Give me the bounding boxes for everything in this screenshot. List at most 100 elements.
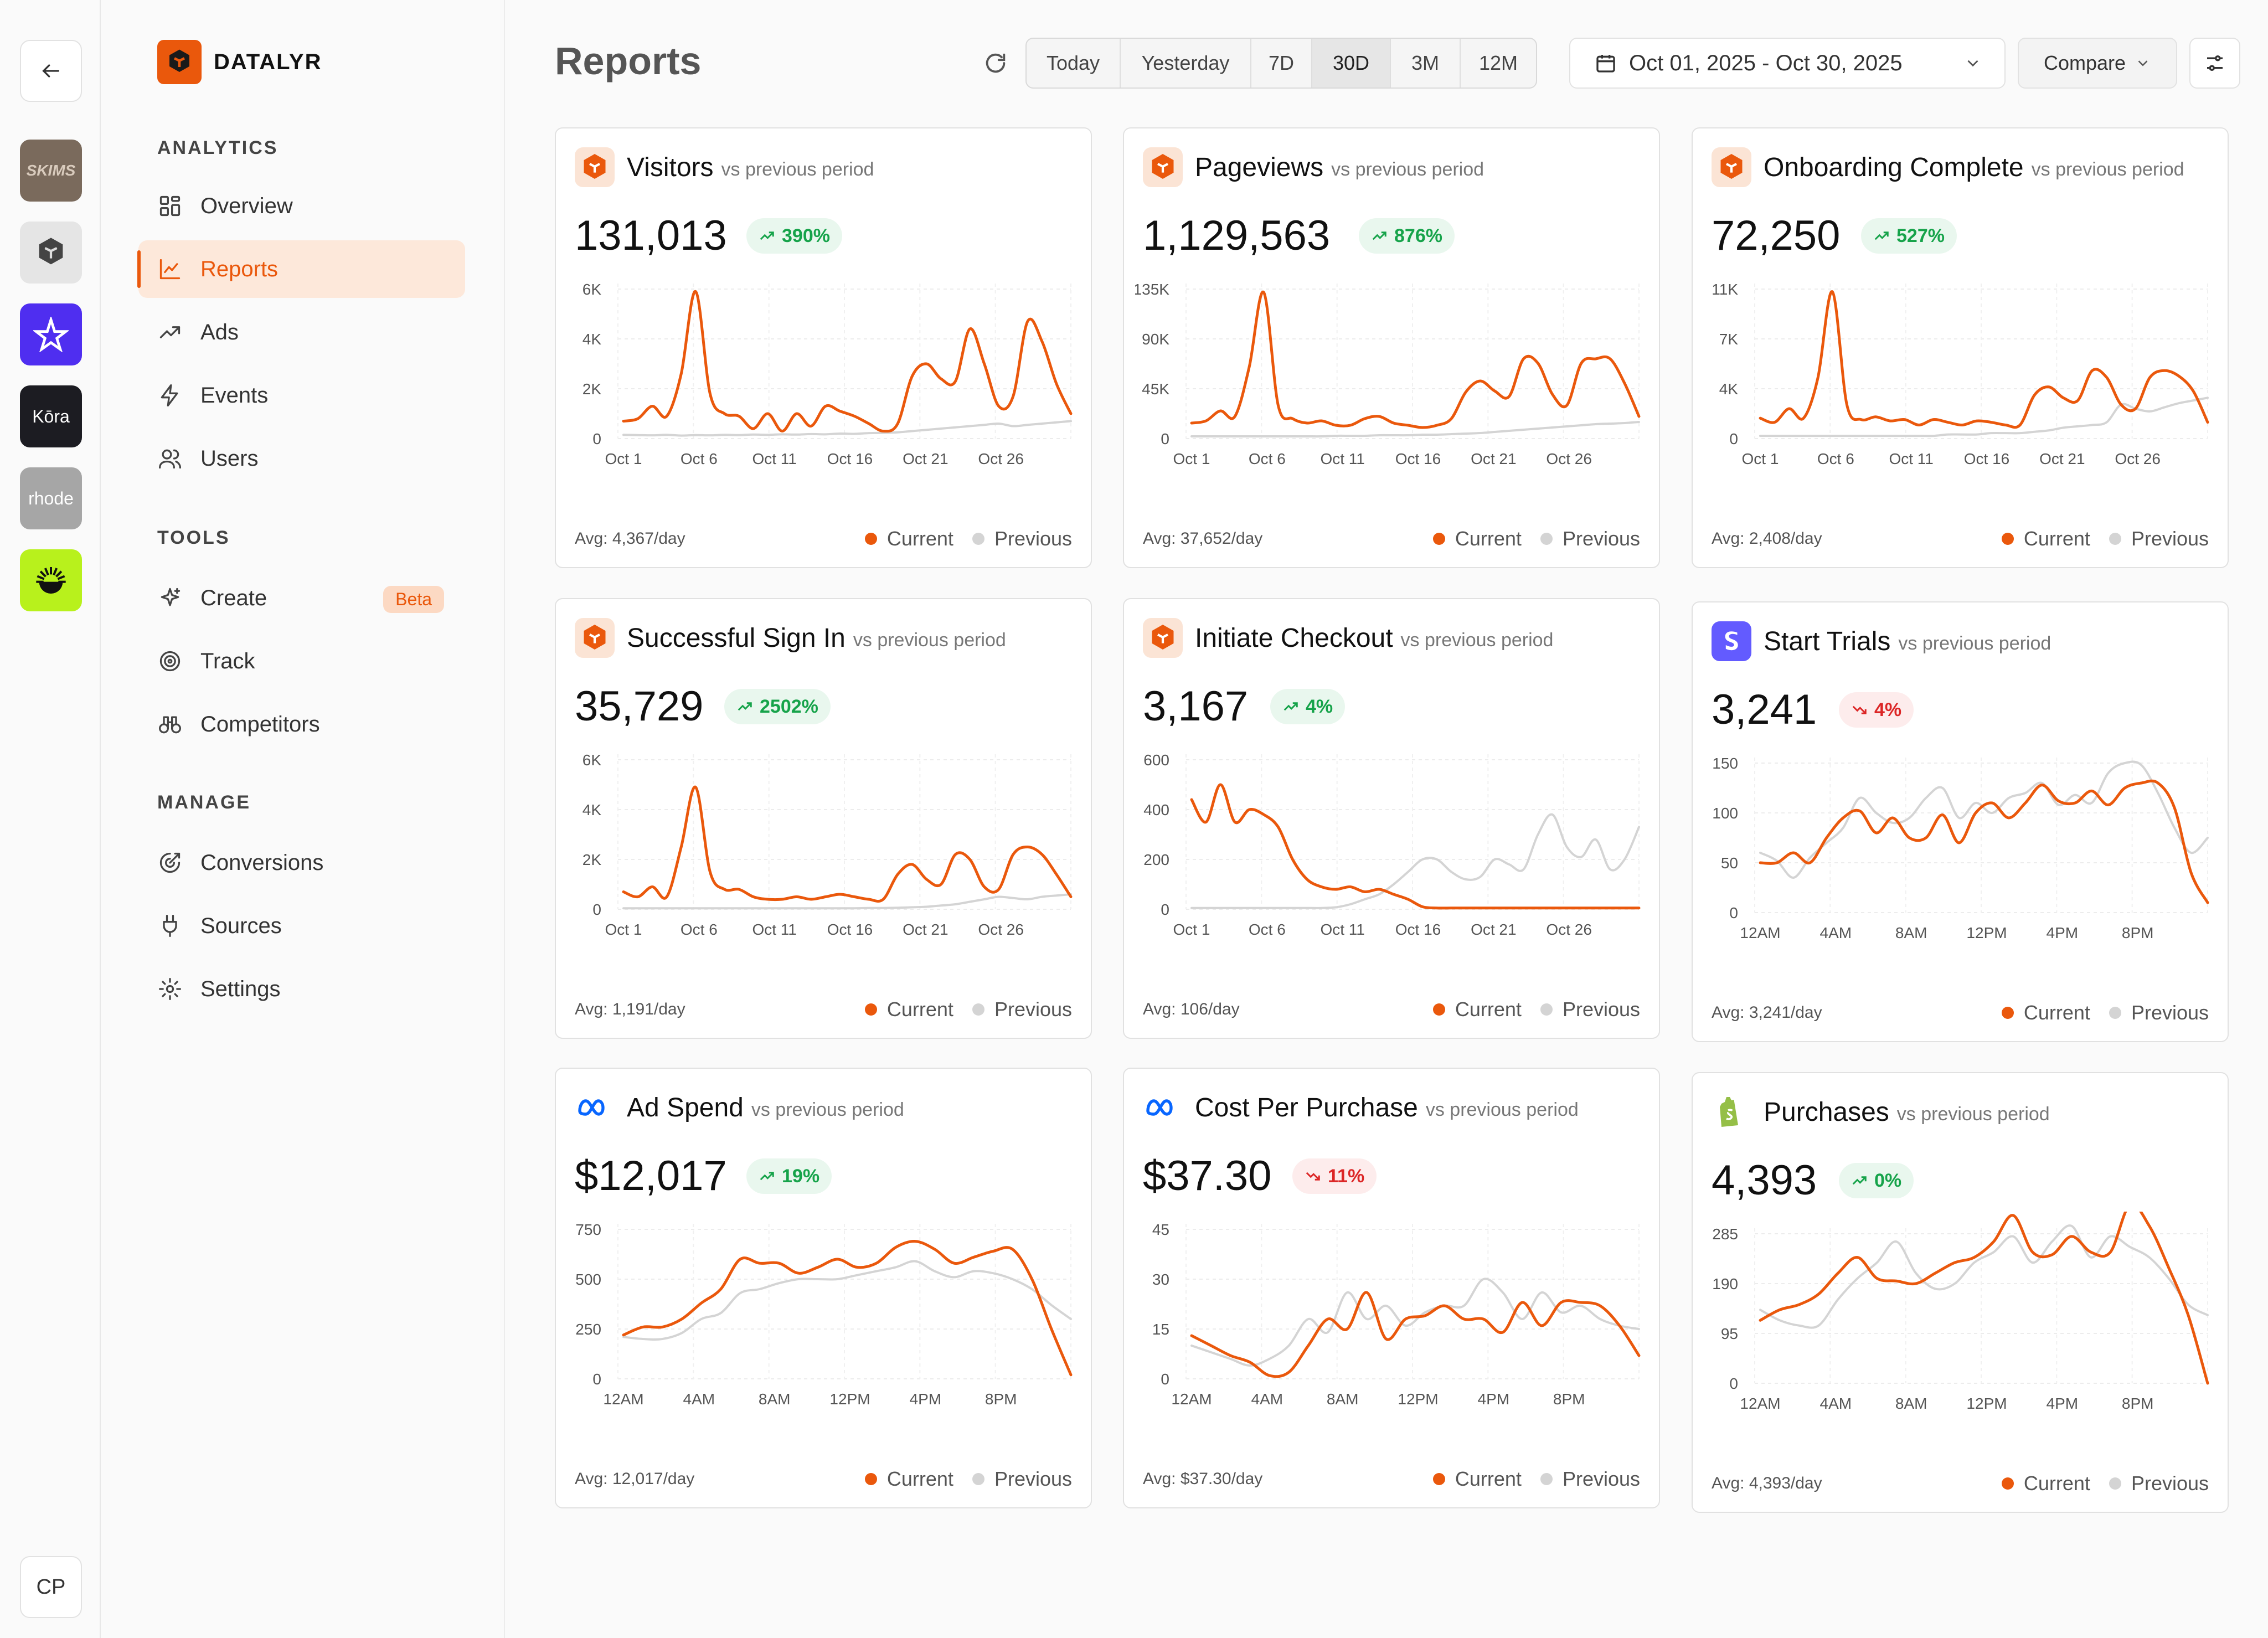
sidebar-item-events[interactable]: Events xyxy=(138,367,465,424)
y-tick-label: 750 xyxy=(575,1221,601,1238)
workspace-3[interactable] xyxy=(20,303,82,365)
workspace-6[interactable] xyxy=(20,549,82,611)
series-current-line xyxy=(622,785,1073,903)
brand[interactable]: DATALYR xyxy=(157,40,322,84)
legend-previous-swatch xyxy=(1540,533,1553,545)
card-header: Pageviews vs previous period xyxy=(1143,147,1484,187)
legend-current-label: Current xyxy=(886,998,953,1021)
section-tools: TOOLS xyxy=(157,527,230,548)
y-tick-label: 95 xyxy=(1721,1325,1738,1342)
grid-icon xyxy=(157,193,183,219)
card-subtitle: vs previous period xyxy=(853,629,1006,651)
card-average: Avg: 1,191/day xyxy=(575,1000,685,1018)
delta-value: 4% xyxy=(1306,696,1333,717)
delta-badge: 527% xyxy=(1861,218,1957,254)
chart-icon xyxy=(157,256,183,282)
arrow-left-icon xyxy=(42,64,60,78)
series-current-line xyxy=(1190,290,1641,429)
delta-badge: 0% xyxy=(1839,1163,1914,1198)
range-yesterday[interactable]: Yesterday xyxy=(1121,39,1251,87)
main-content: Reports Today Yesterday 7D 30D 3M 12M Oct 01,… xyxy=(505,0,2268,1638)
filters-button[interactable] xyxy=(2189,38,2240,89)
report-card-purchases[interactable]: Purchases vs previous period 4,393 0% 0 95 190… xyxy=(1692,1072,2229,1513)
sidebar-item-label: Overview xyxy=(200,193,293,218)
legend-previous-label: Previous xyxy=(1562,1467,1640,1490)
range-7d[interactable]: 7D xyxy=(1251,39,1312,87)
x-tick-label: Oct 21 xyxy=(1471,921,1516,938)
range-3m[interactable]: 3M xyxy=(1391,39,1461,87)
series-current-line xyxy=(1759,779,2209,904)
trending-up-icon xyxy=(1852,1176,1867,1185)
range-30d[interactable]: 30D xyxy=(1312,39,1391,87)
x-tick-label: 8AM xyxy=(1895,1395,1927,1412)
report-card-ad-spend[interactable]: Ad Spend vs previous period $12,017 19% 0 250… xyxy=(555,1068,1092,1508)
range-today[interactable]: Today xyxy=(1027,39,1121,87)
report-card-start-trials[interactable]: Start Trials vs previous period 3,241 4% 0 50… xyxy=(1692,601,2229,1042)
legend-current-label: Current xyxy=(886,527,953,550)
legend-current-swatch xyxy=(2001,1007,2014,1019)
users-icon xyxy=(157,446,183,471)
x-tick-label: 12AM xyxy=(603,1390,643,1408)
sidebar-item-reports[interactable]: Reports xyxy=(137,240,465,298)
sidebar-item-conversions[interactable]: Conversions xyxy=(138,834,465,892)
report-card-successful-sign-in[interactable]: Successful Sign In vs previous period 35,7… xyxy=(555,598,1092,1039)
compare-button[interactable]: Compare xyxy=(2018,38,2177,89)
y-tick-label: 0 xyxy=(1729,430,1738,447)
sidebar-item-users[interactable]: Users xyxy=(138,430,465,487)
legend-previous-label: Previous xyxy=(1562,527,1640,550)
trending-down-icon xyxy=(1306,1172,1320,1181)
workspace-5[interactable]: rhode xyxy=(20,467,82,529)
chart-legend: Current Previous xyxy=(864,527,1072,550)
sidebar-item-overview[interactable]: Overview xyxy=(138,177,465,235)
sidebar-item-settings[interactable]: Settings xyxy=(138,960,465,1018)
legend-previous-label: Previous xyxy=(994,527,1072,550)
workspace-4[interactable]: Kōra xyxy=(20,385,82,447)
range-12m[interactable]: 12M xyxy=(1478,51,1518,74)
user-avatar-button[interactable]: CP xyxy=(20,1556,82,1618)
brand-name: DATALYR xyxy=(214,49,322,74)
x-tick-label: Oct 6 xyxy=(1817,450,1854,467)
report-card-visitors[interactable]: Visitors vs previous period 131,013 390% 0 2K… xyxy=(555,127,1092,568)
card-average: Avg: 3,241/day xyxy=(1712,1003,1822,1022)
beta-badge: Beta xyxy=(383,586,444,613)
line-chart: 0 250 500 750 12AM 4AM 8AM 12PM 4PM 8PM xyxy=(575,1221,1073,1408)
refresh-button[interactable] xyxy=(976,38,1016,89)
y-tick-label: 4K xyxy=(583,331,602,348)
card-value: $37.30 xyxy=(1143,1152,1272,1199)
date-picker[interactable]: Oct 01, 2025 - Oct 30, 2025 xyxy=(1569,38,2006,89)
workspace-label: SKIMS xyxy=(26,162,76,179)
back-button[interactable] xyxy=(20,40,82,102)
y-tick-label: 0 xyxy=(1161,901,1169,918)
x-tick-label: 8AM xyxy=(1327,1390,1359,1408)
x-tick-label: Oct 1 xyxy=(605,921,642,938)
trending-up-icon xyxy=(1284,702,1298,711)
card-header: Successful Sign In vs previous period xyxy=(575,618,1006,658)
plug-icon xyxy=(157,913,183,939)
x-tick-label: 4PM xyxy=(910,1390,942,1408)
x-tick-label: 8PM xyxy=(1553,1390,1585,1408)
card-average: Avg: 2,408/day xyxy=(1712,529,1822,548)
legend-current-label: Current xyxy=(2023,1472,2090,1495)
line-chart: 0 15 30 45 12AM 4AM 8AM 12PM 4PM 8PM xyxy=(1152,1221,1641,1408)
report-card-pageviews[interactable]: Pageviews vs previous period 1,129,563 876%… xyxy=(1123,127,1660,568)
sidebar-item-track[interactable]: Track xyxy=(138,632,465,690)
report-card-initiate-checkout[interactable]: Initiate Checkout vs previous period 3,167… xyxy=(1123,598,1660,1039)
sidebar-item-sources[interactable]: Sources xyxy=(138,897,465,955)
card-average: Avg: 12,017/day xyxy=(575,1470,695,1488)
x-tick-label: 12AM xyxy=(1740,924,1780,941)
workspace-label: rhode xyxy=(28,488,74,508)
workspace-2[interactable] xyxy=(20,222,82,284)
sidebar-item-competitors[interactable]: Competitors xyxy=(138,696,465,753)
report-card-cost-per-purchase[interactable]: Cost Per Purchase vs previous period $37.3… xyxy=(1123,1068,1660,1508)
y-tick-label: 0 xyxy=(1729,904,1738,921)
series-previous-line xyxy=(1190,1278,1640,1367)
legend-previous-label: Previous xyxy=(1562,998,1640,1021)
sidebar-item-create[interactable]: Create Beta xyxy=(138,569,465,627)
sidebar-item-ads[interactable]: Ads xyxy=(138,303,465,361)
workspace-1[interactable]: SKIMS xyxy=(20,140,82,202)
card-header: Cost Per Purchase vs previous period xyxy=(1143,1088,1579,1127)
sidebar-item-label: Users xyxy=(200,446,259,471)
y-tick-label: 4K xyxy=(583,801,602,818)
report-card-onboarding-complete[interactable]: Onboarding Complete vs previous period 72,… xyxy=(1692,127,2229,568)
series-previous-line xyxy=(1190,813,1640,909)
